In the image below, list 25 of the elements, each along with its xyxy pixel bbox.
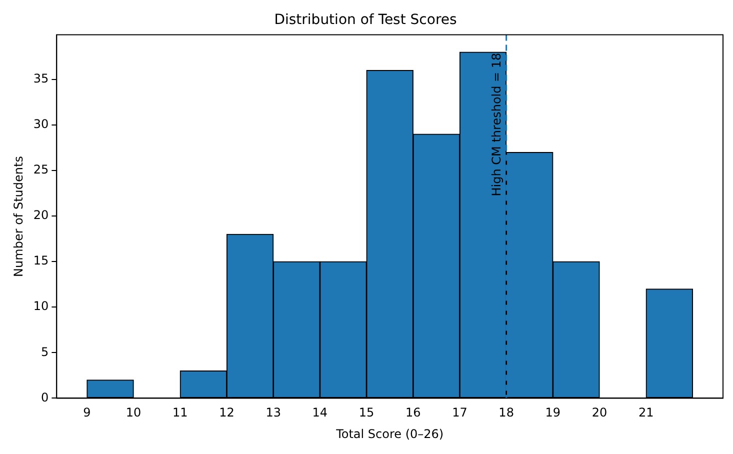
y-tick-label: 10	[33, 299, 49, 314]
y-tick-label: 5	[41, 344, 49, 359]
x-tick-label: 17	[452, 406, 468, 420]
y-axis-title: Number of Students	[11, 156, 26, 277]
x-tick-label: 21	[638, 406, 654, 420]
x-tick-label: 16	[405, 406, 421, 420]
y-tick-label: 35	[33, 72, 49, 86]
y-tick-label: 0	[41, 390, 49, 404]
y-tick-label: 15	[33, 254, 49, 268]
x-tick-label: 15	[358, 406, 374, 420]
x-tick-label: 18	[498, 406, 514, 420]
y-tick-label: 25	[33, 162, 49, 177]
y-tick-label: 20	[33, 208, 49, 222]
y-tick-label: 30	[33, 117, 49, 132]
x-tick-label: 10	[126, 406, 142, 420]
x-tick-label: 11	[172, 406, 188, 420]
x-tick-label: 14	[312, 406, 328, 420]
x-axis-title: Total Score (0–26)	[335, 426, 444, 441]
x-tick-label: 20	[592, 406, 608, 420]
ref-line-label: High CM threshold = 18	[489, 52, 504, 196]
x-tick-label: 19	[545, 406, 561, 420]
x-tick-label: 12	[219, 406, 234, 420]
x-tick-label: 13	[266, 406, 281, 420]
chart-title: Distribution of Test Scores	[274, 12, 457, 28]
x-tick-label: 9	[83, 406, 91, 420]
